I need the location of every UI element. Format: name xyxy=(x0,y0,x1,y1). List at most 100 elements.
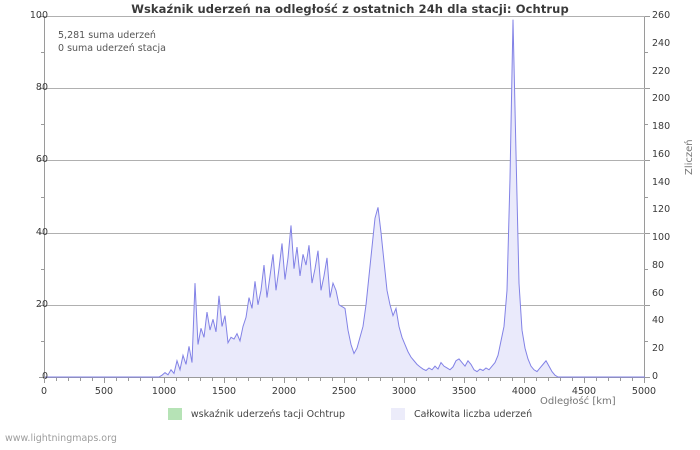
x-tick xyxy=(224,378,225,383)
x-tick xyxy=(116,378,117,381)
y-tick-left xyxy=(41,52,44,53)
series-area-total xyxy=(45,19,645,378)
legend-swatch-total-strokes xyxy=(391,408,405,420)
y2-axis-tick-label: 60 xyxy=(652,287,665,299)
y-axis-tick-label: 100 xyxy=(29,10,48,21)
x-tick xyxy=(68,378,69,381)
x-tick xyxy=(404,378,405,383)
y2-axis-tick-label: 40 xyxy=(652,315,665,327)
y2-axis-tick-label: 0 xyxy=(652,371,659,382)
annotation-station-strokes: 0 suma uderzeń stacja xyxy=(58,43,166,54)
x-axis-tick-label: 5000 xyxy=(631,386,657,397)
x-axis-tick-label: 4500 xyxy=(571,386,597,397)
y-tick-left xyxy=(41,341,44,342)
y-tick-left xyxy=(39,377,44,378)
x-tick xyxy=(428,378,429,381)
y-tick-right xyxy=(645,52,648,53)
x-tick xyxy=(260,378,261,381)
y-tick-left xyxy=(39,160,44,161)
x-axis-tick-label: 1500 xyxy=(211,386,237,397)
y2-axis-tick-label: 240 xyxy=(652,37,671,49)
y-tick-left xyxy=(39,305,44,306)
x-axis-tick-label: 500 xyxy=(94,386,114,397)
y2-axis-tick-label: 80 xyxy=(652,259,665,271)
x-axis-tick-label: 1000 xyxy=(151,386,177,397)
y-axis-right-label: Zliczeń xyxy=(684,139,695,175)
y2-axis-tick-label: 160 xyxy=(652,148,671,160)
y-tick-right xyxy=(645,269,648,270)
legend-label-total-strokes: Całkowita liczba uderzeń xyxy=(414,408,533,420)
legend-item-station-rate[interactable]: wskaźnik uderzeńs tacji Ochtrup xyxy=(167,408,345,420)
y-tick-left xyxy=(39,16,44,17)
y-tick-left xyxy=(41,269,44,270)
x-tick xyxy=(176,378,177,381)
y-tick-left xyxy=(41,124,44,125)
x-tick xyxy=(104,378,105,383)
y2-axis-tick-label: 260 xyxy=(652,10,671,21)
x-tick xyxy=(308,378,309,381)
y-tick-right xyxy=(645,160,650,161)
x-tick xyxy=(500,378,501,381)
y-axis-tick-label: 20 xyxy=(35,298,48,310)
y-tick-right xyxy=(645,377,650,378)
y2-axis-tick-label: 20 xyxy=(652,343,665,355)
legend-label-station-rate: wskaźnik uderzeńs tacji Ochtrup xyxy=(190,408,345,420)
y-axis-tick-label: 80 xyxy=(35,82,48,94)
y2-axis-tick-label: 180 xyxy=(652,121,671,133)
x-tick xyxy=(416,378,417,381)
x-tick xyxy=(128,378,129,381)
annotation-total-strokes: 5,281 suma uderzeń xyxy=(58,30,156,41)
y2-axis-tick-label: 120 xyxy=(652,204,671,216)
plot-area xyxy=(44,16,646,378)
y-axis-tick-label: 60 xyxy=(35,154,48,166)
x-tick xyxy=(92,378,93,381)
x-tick xyxy=(368,378,369,381)
legend-item-total-strokes[interactable]: Całkowita liczba uderzeń xyxy=(391,408,532,420)
x-tick xyxy=(620,378,621,381)
x-tick xyxy=(344,378,345,383)
x-tick xyxy=(380,378,381,381)
x-tick xyxy=(596,378,597,381)
x-tick xyxy=(452,378,453,381)
y-tick-right xyxy=(645,305,650,306)
legend-swatch-station-rate xyxy=(167,408,182,420)
watermark: www.lightningmaps.org xyxy=(5,433,117,444)
x-tick xyxy=(644,378,645,383)
x-tick xyxy=(284,378,285,383)
y-tick-right xyxy=(645,124,648,125)
x-tick xyxy=(236,378,237,381)
chart-canvas xyxy=(45,16,646,378)
x-tick xyxy=(272,378,273,381)
x-tick xyxy=(488,378,489,381)
y-tick-left xyxy=(39,88,44,89)
x-tick xyxy=(188,378,189,381)
x-tick xyxy=(164,378,165,383)
x-tick xyxy=(44,378,45,383)
x-tick xyxy=(152,378,153,381)
x-tick xyxy=(356,378,357,381)
x-axis-label: Odległość [km] xyxy=(540,396,616,407)
y-tick-right xyxy=(645,197,648,198)
y-tick-right xyxy=(645,233,650,234)
y-axis-tick-label: 0 xyxy=(41,371,48,382)
x-tick xyxy=(536,378,537,381)
x-tick xyxy=(56,378,57,381)
x-axis-tick-label: 2000 xyxy=(271,386,297,397)
x-tick xyxy=(464,378,465,383)
x-tick xyxy=(476,378,477,381)
y-tick-right xyxy=(645,16,650,17)
x-axis-tick-label: 0 xyxy=(40,386,48,397)
x-axis-tick-label: 4000 xyxy=(511,386,537,397)
x-tick xyxy=(212,378,213,381)
x-axis-tick-label: 3500 xyxy=(451,386,477,397)
x-tick xyxy=(320,378,321,381)
x-tick xyxy=(440,378,441,381)
y-tick-left xyxy=(39,233,44,234)
y-tick-right xyxy=(645,88,650,89)
x-tick xyxy=(560,378,561,381)
x-tick xyxy=(248,378,249,381)
y2-axis-tick-label: 100 xyxy=(652,232,671,244)
y2-axis-tick-label: 200 xyxy=(652,93,671,105)
y-tick-left xyxy=(41,197,44,198)
